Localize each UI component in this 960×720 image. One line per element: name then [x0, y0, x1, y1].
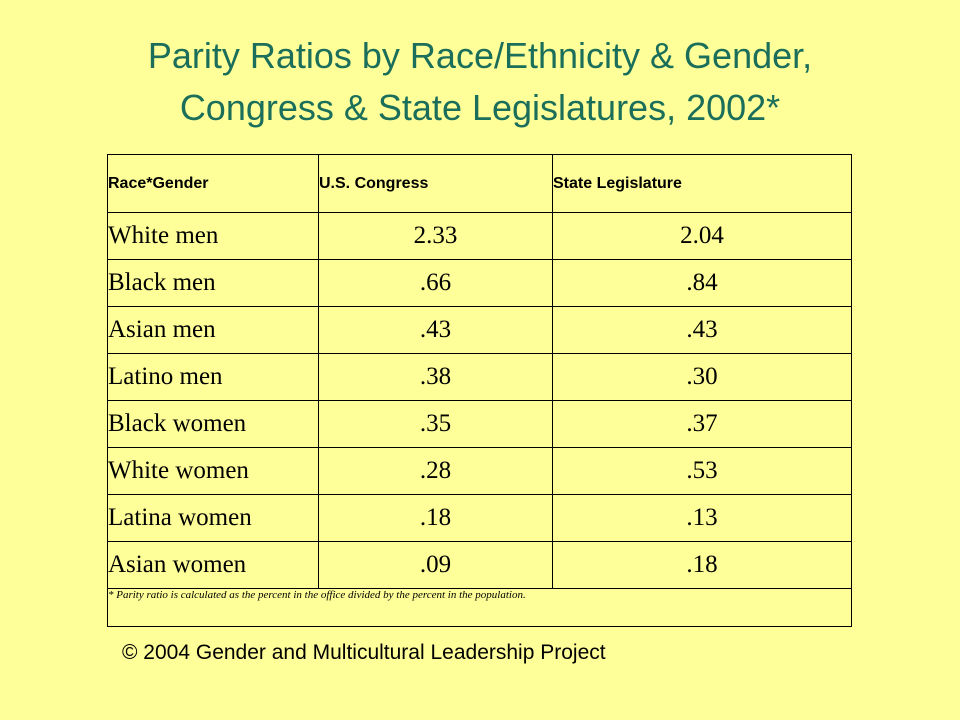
chart-title: Parity Ratios by Race/Ethnicity & Gender…	[0, 30, 960, 134]
row-label: White women	[107, 447, 319, 495]
table-row: Black women .35.37	[107, 400, 852, 448]
state-legislature-value: .30	[552, 353, 852, 401]
column-header: Race*Gender	[107, 154, 319, 213]
title-line-2: Congress & State Legislatures, 2002*	[179, 87, 781, 128]
state-legislature-value: .18	[552, 541, 852, 589]
congress-value: .43	[318, 306, 553, 354]
state-legislature-value: 2.04	[552, 212, 852, 260]
state-legislature-value: .13	[552, 494, 852, 542]
table-row: Asian women .09.18	[107, 541, 852, 589]
state-legislature-value: .84	[552, 259, 852, 307]
footnote: * Parity ratio is calculated as the perc…	[107, 588, 852, 627]
row-label: Asian men	[107, 306, 319, 354]
table-row: Latino men .38.30	[107, 353, 852, 401]
state-legislature-value: .37	[552, 400, 852, 448]
row-label: Latina women	[107, 494, 319, 542]
row-label: White men	[107, 212, 319, 260]
state-legislature-value: .53	[552, 447, 852, 495]
table-header-row: Race*Gender U.S. Congress State Legislat…	[107, 154, 852, 213]
parity-table: Race*Gender U.S. Congress State Legislat…	[107, 154, 852, 627]
copyright-notice: © 2004 Gender and Multicultural Leadersh…	[122, 641, 606, 664]
table-body: White men 2.33 2.04 Black men .66.84 Asian me…	[107, 212, 852, 589]
congress-value: .28	[318, 447, 553, 495]
congress-value: 2.33	[318, 212, 553, 260]
title-line-1: Parity Ratios by Race/Ethnicity & Gender…	[147, 35, 813, 76]
table-row: White women .28.53	[107, 447, 852, 495]
column-header: U.S. Congress	[318, 154, 553, 213]
row-label: Black women	[107, 400, 319, 448]
congress-value: .66	[318, 259, 553, 307]
state-legislature-value: .43	[552, 306, 852, 354]
congress-value: .09	[318, 541, 553, 589]
table-row: White men 2.33 2.04	[107, 212, 852, 260]
congress-value: .18	[318, 494, 553, 542]
row-label: Black men	[107, 259, 319, 307]
row-label: Latino men	[107, 353, 319, 401]
congress-value: .38	[318, 353, 553, 401]
congress-value: .35	[318, 400, 553, 448]
row-label: Asian women	[107, 541, 319, 589]
table-row: Black men .66.84	[107, 259, 852, 307]
footnote-row: * Parity ratio is calculated as the perc…	[107, 588, 852, 627]
table-row: Asian men .43.43	[107, 306, 852, 354]
column-header: State Legislature	[552, 154, 852, 213]
table-row: Latina women .18.13	[107, 494, 852, 542]
